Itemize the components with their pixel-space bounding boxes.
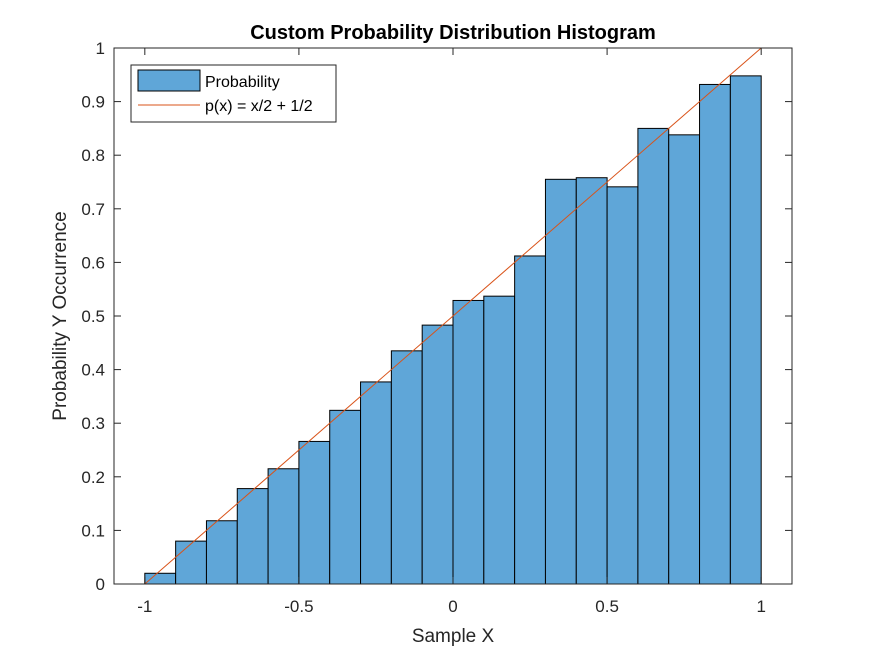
- histogram-bar: [360, 381, 392, 585]
- legend-label-probability: Probability: [205, 74, 280, 91]
- histogram-bar: [483, 295, 516, 585]
- x-tick-label: -0.5: [284, 597, 313, 616]
- y-tick-label: 0: [96, 575, 105, 594]
- x-tick-label: 0: [448, 597, 457, 616]
- x-tick-label: -1: [137, 597, 152, 616]
- y-tick-label: 1: [96, 39, 105, 58]
- y-tick-label: 0.2: [81, 468, 105, 487]
- y-tick-label: 0.8: [81, 146, 105, 165]
- pdf-line: [144, 47, 762, 585]
- histogram-bar: [544, 178, 577, 585]
- histogram-bar: [575, 177, 608, 585]
- chart-title: Custom Probability Distribution Histogra…: [250, 22, 656, 44]
- y-tick-label: 0.4: [81, 361, 105, 380]
- histogram-bar: [267, 468, 300, 585]
- x-axis-label: Sample X: [412, 626, 495, 647]
- histogram-bar: [637, 127, 670, 585]
- y-tick-label: 0.1: [81, 521, 105, 540]
- line-layer: [144, 47, 762, 585]
- y-tick-label: 0.6: [81, 253, 105, 272]
- histogram-bar: [514, 255, 546, 585]
- histogram-bar: [421, 324, 454, 585]
- y-tick-label: 0.5: [81, 307, 105, 326]
- legend-label-pdf: p(x) = x/2 + 1/2: [205, 98, 313, 115]
- histogram-bar: [606, 186, 639, 585]
- x-tick-label: 0.5: [595, 597, 619, 616]
- histogram-bar: [236, 488, 269, 585]
- y-axis-label: Probability Y Occurrence: [50, 211, 71, 420]
- ticks-layer: -1 -0.5 0 0.5 1 0 0.1 0.2 0.3 0.4 0.5 0.6 0.7 0.8 0.9 1: [81, 39, 792, 616]
- histogram-bar: [144, 572, 177, 585]
- histogram-bar: [729, 75, 762, 585]
- histogram-bar: [175, 540, 207, 585]
- y-tick-label: 0.3: [81, 414, 105, 433]
- histogram-bar: [390, 350, 423, 585]
- y-tick-label: 0.9: [81, 93, 105, 112]
- histogram-bar: [329, 409, 362, 585]
- histogram-bar: [452, 299, 485, 585]
- histogram-bar: [298, 440, 331, 585]
- histogram-bar: [205, 520, 238, 585]
- legend-swatch-probability: [137, 69, 201, 92]
- histogram-bar: [668, 134, 701, 585]
- bars-layer: [144, 75, 762, 585]
- histogram-bar: [699, 83, 731, 585]
- y-tick-label: 0.7: [81, 200, 105, 219]
- x-tick-label: 1: [756, 597, 765, 616]
- legend[interactable]: Probability p(x) = x/2 + 1/2: [130, 64, 337, 123]
